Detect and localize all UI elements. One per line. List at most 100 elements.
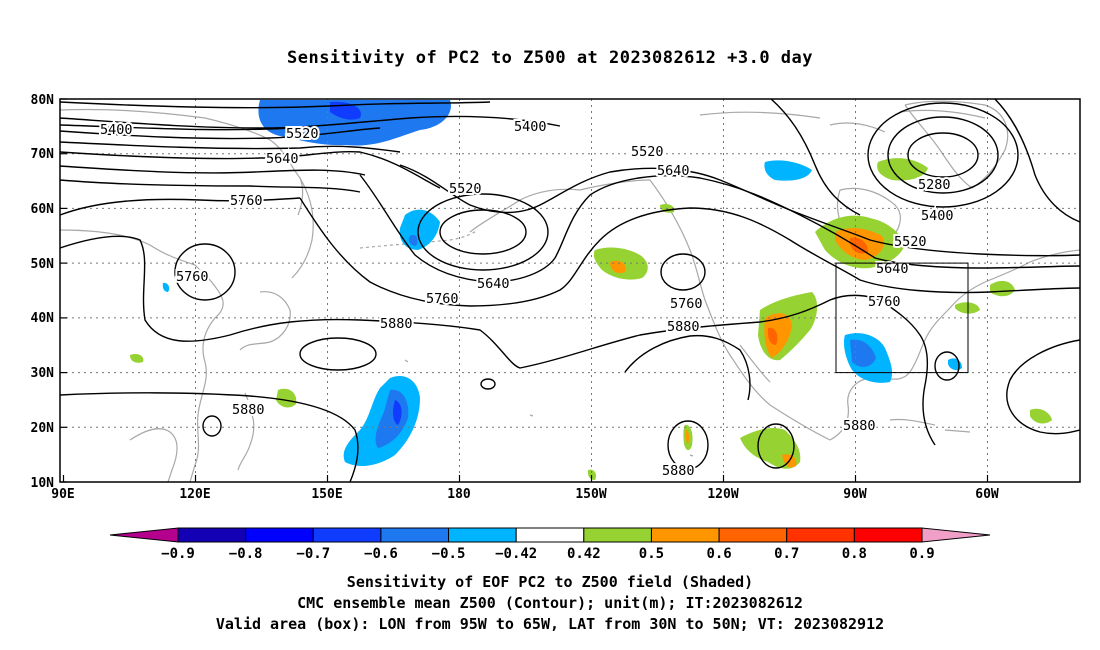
map-title: Sensitivity of PC2 to Z500 at 2023082612… — [286, 48, 813, 68]
contour-label: 5400 — [100, 122, 133, 138]
contour-label: 5760 — [176, 269, 209, 285]
colorbar-tick-label: 0.6 — [706, 546, 731, 562]
lat-label: 70N — [31, 147, 55, 162]
contour-label: 5520 — [449, 181, 482, 197]
contour-label: 5760 — [670, 296, 703, 312]
colorbar-swatch — [650, 527, 720, 543]
contour-labels: 5400 5520 5640 5760 5520 5400 5520 5640 … — [98, 117, 956, 481]
colorbar-tick-label: −0.5 — [432, 546, 466, 562]
contour-5640-trough — [359, 174, 1080, 283]
contour-label: 5520 — [894, 234, 927, 250]
colorbar-tick-label: 0.5 — [639, 546, 664, 562]
colorbar-swatch — [177, 527, 247, 543]
contour-high-hawaii — [667, 420, 709, 470]
tick-marks — [60, 98, 989, 483]
lon-label: 60W — [975, 487, 999, 502]
z500-contours — [60, 99, 1080, 482]
contour-label: 5520 — [286, 126, 319, 142]
colorbar-swatch — [380, 527, 450, 543]
lon-label: 120E — [179, 487, 210, 502]
contour-5400-west — [60, 115, 561, 129]
shade-neg-canada — [764, 160, 812, 181]
contour-5520-low — [399, 164, 1080, 257]
plot-frame — [59, 98, 1081, 483]
colorbar-tick-label: −0.6 — [364, 546, 398, 562]
contour-high-mpac — [299, 337, 377, 371]
colorbar-tick-label: 0.7 — [774, 546, 799, 562]
colorbar-tick-label: −0.8 — [229, 546, 263, 562]
contour-label: 5520 — [631, 144, 664, 160]
contour-5640-west — [60, 150, 441, 189]
contour-label: 5640 — [876, 261, 909, 277]
colorbar-tick-label: 0.9 — [909, 546, 934, 562]
contour-5880-south — [60, 392, 359, 482]
colorbar: −0.9 −0.8 −0.7 −0.6 −0.5 −0.42 0.42 0.5 0.6 0.7 0.… — [109, 527, 991, 562]
contour-label: 5880 — [380, 316, 413, 332]
colorbar-tick-label: −0.7 — [296, 546, 330, 562]
contour-label: 5280 — [918, 177, 951, 193]
colorbar-swatch — [786, 527, 855, 543]
contour-high-nw — [660, 253, 706, 291]
colorbar-tick-label: −0.9 — [161, 546, 195, 562]
contour-label: 5640 — [477, 276, 510, 292]
contour-label: 5640 — [266, 151, 299, 167]
valid-area-box — [835, 262, 969, 374]
contour-label: 5880 — [667, 319, 700, 335]
contour-5880-b — [879, 299, 936, 446]
lat-labels: 80N 70N 60N 50N 40N 30N 20N 10N — [31, 93, 55, 491]
contour-ring-2 — [60, 124, 401, 153]
contour-5880 — [60, 235, 881, 369]
contour-5880-tropics — [624, 334, 751, 401]
colorbar-swatch — [515, 527, 585, 543]
lat-label: 20N — [31, 421, 55, 436]
contour-ring-4 — [60, 179, 361, 193]
lon-label: 180 — [447, 487, 471, 502]
contour-5760-trough — [299, 197, 1080, 307]
caption-line-3: Valid area (box): LON from 95W to 65W, L… — [215, 615, 885, 633]
contour-5880-east — [1006, 339, 1080, 435]
lon-label: 120W — [707, 487, 738, 502]
caption-line-2: CMC ensemble mean Z500 (Contour); unit(m… — [297, 594, 803, 612]
caption-line-1: Sensitivity of EOF PC2 to Z500 field (Sh… — [346, 573, 754, 591]
lon-label: 90W — [843, 487, 867, 502]
contour-ring-3 — [60, 165, 366, 176]
lon-label: 150E — [311, 487, 342, 502]
colorbar-swatch — [448, 527, 517, 543]
lat-label: 40N — [31, 311, 55, 326]
contour-label: 5760 — [868, 294, 901, 310]
contour-low-180 — [439, 209, 527, 255]
lat-label: 60N — [31, 202, 55, 217]
colorbar-swatch — [312, 527, 382, 543]
contour-low-greenland — [907, 132, 979, 178]
contour-high-nwp — [174, 243, 236, 301]
lat-label: 80N — [31, 93, 55, 108]
shade-neg-bering — [399, 209, 440, 250]
colorbar-min-arrow — [109, 527, 179, 543]
colorbar-swatch — [583, 527, 652, 543]
colorbar-swatch — [718, 527, 788, 543]
colorbar-tick-label: 0.8 — [842, 546, 867, 562]
lat-label: 30N — [31, 366, 55, 381]
captions: Sensitivity of EOF PC2 to Z500 field (Sh… — [0, 572, 1100, 635]
contour-label: 5760 — [426, 291, 459, 307]
colorbar-max-arrow — [921, 527, 991, 543]
contour-label: 5880 — [662, 463, 695, 479]
lat-label: 50N — [31, 257, 55, 272]
colorbar-swatch — [245, 527, 314, 543]
contour-ring-1 — [60, 101, 491, 109]
contour-high-mexico — [757, 423, 795, 469]
lat-label: 10N — [31, 476, 55, 491]
contour-label: 5880 — [232, 402, 265, 418]
contour-5760-west — [60, 197, 301, 216]
colorbar-swatch — [853, 527, 923, 543]
contour-label: 5880 — [843, 418, 876, 434]
contour-label: 5760 — [230, 193, 263, 209]
contour-label: 5640 — [657, 163, 690, 179]
grid-lines — [60, 99, 1080, 482]
colorbar-tick-label: 0.42 — [567, 546, 601, 562]
contour-label: 5400 — [921, 208, 954, 224]
lon-label: 90E — [51, 487, 74, 502]
lon-labels: 90E 120E 150E 180 150W 120W 90W 60W — [51, 487, 999, 502]
contour-5520-west — [60, 127, 381, 140]
